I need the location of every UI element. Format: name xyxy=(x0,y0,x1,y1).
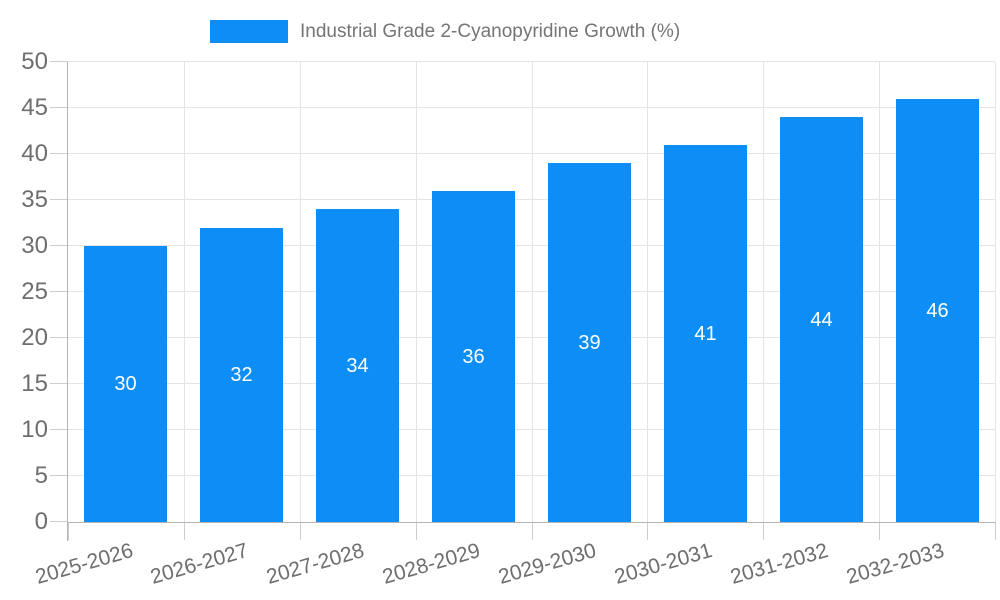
bar-value-label: 32 xyxy=(230,364,253,386)
y-gridline xyxy=(68,245,995,246)
x-gridline xyxy=(184,62,185,522)
y-gridline xyxy=(68,429,995,430)
x-tick xyxy=(879,522,880,540)
bar[interactable]: 41 xyxy=(664,145,747,522)
y-tick xyxy=(50,61,68,62)
x-tick xyxy=(416,522,417,540)
bar-value-label: 36 xyxy=(462,345,485,368)
bar-value-label: 46 xyxy=(926,299,949,322)
y-tick xyxy=(50,383,68,384)
y-tick xyxy=(50,429,68,430)
y-tick xyxy=(50,107,68,108)
y-gridline xyxy=(68,291,995,292)
y-gridline xyxy=(68,153,995,154)
bar-value-label: 30 xyxy=(114,373,137,395)
x-axis-label: 2032-2033 xyxy=(843,539,947,589)
x-tick xyxy=(532,522,533,540)
x-gridline xyxy=(763,62,764,522)
y-axis-label: 15 xyxy=(21,370,48,397)
y-tick xyxy=(50,245,68,246)
x-tick xyxy=(300,522,301,540)
bar[interactable]: 32 xyxy=(200,228,283,522)
legend: Industrial Grade 2-Cyanopyridine Growth … xyxy=(210,20,680,43)
bar-value-label: 39 xyxy=(578,331,601,354)
bar[interactable]: 36 xyxy=(432,191,515,522)
x-gridline xyxy=(416,62,417,522)
x-gridline xyxy=(879,62,880,522)
y-gridline xyxy=(68,199,995,200)
x-gridline xyxy=(532,62,533,522)
x-gridline xyxy=(300,62,301,522)
y-axis-label: 20 xyxy=(21,324,48,351)
x-tick xyxy=(184,522,185,540)
bar-value-label: 44 xyxy=(810,308,833,331)
x-gridline xyxy=(647,62,648,522)
x-tick xyxy=(647,522,648,540)
x-axis-label: 2026-2027 xyxy=(148,539,252,589)
y-axis-label: 0 xyxy=(34,508,48,535)
y-gridline xyxy=(68,337,995,338)
x-tick xyxy=(995,522,996,540)
y-gridline xyxy=(68,107,995,108)
y-tick xyxy=(50,337,68,338)
y-axis-label: 30 xyxy=(21,232,48,259)
y-gridline xyxy=(68,61,995,62)
x-axis-label: 2027-2028 xyxy=(264,539,368,589)
y-gridline xyxy=(68,475,995,476)
y-tick xyxy=(50,291,68,292)
legend-label: Industrial Grade 2-Cyanopyridine Growth … xyxy=(300,20,681,42)
x-axis-label: 2028-2029 xyxy=(380,539,483,589)
bar[interactable]: 30 xyxy=(84,246,167,522)
bar[interactable]: 44 xyxy=(780,117,863,522)
legend-swatch xyxy=(210,20,288,43)
y-axis-label: 5 xyxy=(34,462,48,489)
bar-value-label: 41 xyxy=(694,322,717,345)
bar-value-label: 34 xyxy=(346,354,369,377)
y-axis-label: 45 xyxy=(21,94,48,121)
y-axis-label: 50 xyxy=(21,48,48,75)
x-axis-label: 2030-2031 xyxy=(611,539,715,589)
y-tick xyxy=(50,475,68,476)
y-axis-line xyxy=(67,62,68,541)
bar[interactable]: 46 xyxy=(896,99,979,522)
y-axis-label: 10 xyxy=(21,416,48,443)
y-tick xyxy=(50,521,68,522)
y-axis-label: 40 xyxy=(21,140,48,167)
x-gridline xyxy=(995,62,996,522)
x-tick xyxy=(763,522,764,540)
y-tick xyxy=(50,199,68,200)
y-axis-label: 25 xyxy=(21,278,48,305)
y-gridline xyxy=(68,383,995,384)
y-tick xyxy=(50,153,68,154)
bar[interactable]: 39 xyxy=(548,163,631,522)
x-axis-label: 2031-2032 xyxy=(727,539,831,589)
bar[interactable]: 34 xyxy=(316,209,399,522)
x-axis-label: 2025-2026 xyxy=(32,539,136,589)
x-axis-line xyxy=(68,522,995,523)
x-axis-label: 2029-2030 xyxy=(495,539,599,589)
y-axis-label: 35 xyxy=(21,186,48,213)
x-tick xyxy=(68,522,69,540)
